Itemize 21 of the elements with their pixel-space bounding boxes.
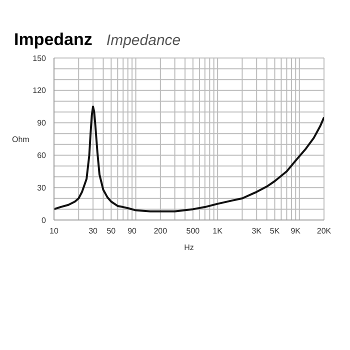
x-tick-label: 500 [186,226,200,236]
y-tick-label: 60 [37,151,47,160]
x-tick-label: 90 [128,226,138,236]
x-tick-label: 3K [252,226,262,236]
x-tick-label: 200 [154,226,168,236]
chart-subtitle: Impedance [106,32,181,49]
x-tick-label: 50 [106,226,116,236]
x-tick-label: 5K [270,226,280,236]
x-tick-label: 30 [88,226,98,236]
chart-title: Impedanz [14,30,92,50]
x-tick-label: 10 [50,226,59,236]
x-tick-label: 9K [290,226,302,236]
y-tick-label: 90 [37,118,47,128]
x-tick-label: 1K [212,226,224,236]
x-tick-label: 20K [316,226,332,236]
y-tick-label: 120 [32,86,47,96]
y-tick-label: 30 [37,183,47,192]
y-tick-label: 0 [42,216,47,225]
y-axis-title: Ohm [12,134,30,144]
x-axis-title: Hz [184,243,194,252]
y-tick-label: 150 [32,54,47,63]
